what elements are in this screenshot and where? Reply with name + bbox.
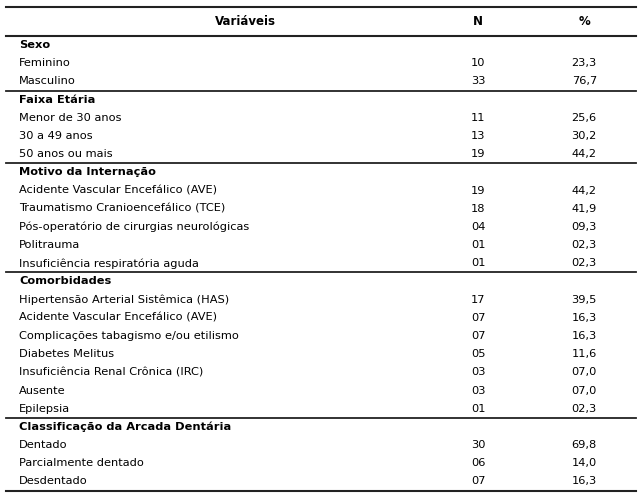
Text: 30: 30: [471, 440, 485, 450]
Text: 06: 06: [471, 458, 485, 468]
Text: Feminino: Feminino: [19, 58, 71, 68]
Text: 25,6: 25,6: [571, 113, 597, 123]
Text: Acidente Vascular Encefálico (AVE): Acidente Vascular Encefálico (AVE): [19, 185, 217, 196]
Text: N: N: [473, 15, 483, 28]
Text: 13: 13: [471, 131, 485, 141]
Text: Classificação da Arcada Dentária: Classificação da Arcada Dentária: [19, 422, 232, 432]
Text: Traumatismo Cranioencefálico (TCE): Traumatismo Cranioencefálico (TCE): [19, 204, 225, 214]
Text: Insuficiência Renal Crônica (IRC): Insuficiência Renal Crônica (IRC): [19, 367, 204, 377]
Text: Pós-operatório de cirurgias neurológicas: Pós-operatório de cirurgias neurológicas: [19, 222, 250, 232]
Text: 44,2: 44,2: [572, 185, 596, 196]
Text: 17: 17: [471, 295, 485, 305]
Text: 04: 04: [471, 222, 485, 232]
Text: 07: 07: [471, 476, 485, 487]
Text: 16,3: 16,3: [571, 331, 597, 341]
Text: Hipertensão Arterial Sistêmica (HAS): Hipertensão Arterial Sistêmica (HAS): [19, 294, 229, 305]
Text: 07: 07: [471, 313, 485, 323]
Text: 05: 05: [471, 349, 485, 359]
Text: 07,0: 07,0: [571, 386, 597, 395]
Text: 16,3: 16,3: [571, 476, 597, 487]
Text: 30 a 49 anos: 30 a 49 anos: [19, 131, 93, 141]
Text: 09,3: 09,3: [571, 222, 597, 232]
Text: Masculino: Masculino: [19, 76, 76, 86]
Text: 07,0: 07,0: [571, 367, 597, 377]
Text: Parcialmente dentado: Parcialmente dentado: [19, 458, 144, 468]
Text: 33: 33: [471, 76, 485, 86]
Text: 19: 19: [471, 185, 485, 196]
Text: Epilepsia: Epilepsia: [19, 404, 71, 414]
Text: 18: 18: [471, 204, 485, 214]
Text: Faixa Etária: Faixa Etária: [19, 95, 96, 105]
Text: Insuficiência respiratória aguda: Insuficiência respiratória aguda: [19, 258, 199, 269]
Text: Comorbidades: Comorbidades: [19, 277, 112, 286]
Text: 11,6: 11,6: [571, 349, 597, 359]
Text: 16,3: 16,3: [571, 313, 597, 323]
Text: 14,0: 14,0: [571, 458, 597, 468]
Text: Complicações tabagismo e/ou etilismo: Complicações tabagismo e/ou etilismo: [19, 331, 239, 341]
Text: 02,3: 02,3: [571, 404, 597, 414]
Text: Sexo: Sexo: [19, 40, 50, 50]
Text: 01: 01: [471, 240, 485, 250]
Text: 10: 10: [471, 58, 485, 68]
Text: 50 anos ou mais: 50 anos ou mais: [19, 149, 113, 159]
Text: 07: 07: [471, 331, 485, 341]
Text: 03: 03: [471, 386, 485, 395]
Text: 03: 03: [471, 367, 485, 377]
Text: 30,2: 30,2: [571, 131, 597, 141]
Text: 41,9: 41,9: [571, 204, 597, 214]
Text: 02,3: 02,3: [571, 240, 597, 250]
Text: 39,5: 39,5: [571, 295, 597, 305]
Text: Variáveis: Variáveis: [215, 15, 276, 28]
Text: 02,3: 02,3: [571, 258, 597, 268]
Text: 69,8: 69,8: [571, 440, 597, 450]
Text: 44,2: 44,2: [572, 149, 596, 159]
Text: Diabetes Melitus: Diabetes Melitus: [19, 349, 114, 359]
Text: Menor de 30 anos: Menor de 30 anos: [19, 113, 122, 123]
Text: Motivo da Internação: Motivo da Internação: [19, 167, 156, 177]
Text: %: %: [578, 15, 590, 28]
Text: Ausente: Ausente: [19, 386, 66, 395]
Text: Politrauma: Politrauma: [19, 240, 80, 250]
Text: Desdentado: Desdentado: [19, 476, 88, 487]
Text: Dentado: Dentado: [19, 440, 68, 450]
Text: Acidente Vascular Encefálico (AVE): Acidente Vascular Encefálico (AVE): [19, 313, 217, 323]
Text: 76,7: 76,7: [571, 76, 597, 86]
Text: 23,3: 23,3: [571, 58, 597, 68]
Text: 11: 11: [471, 113, 485, 123]
Text: 01: 01: [471, 404, 485, 414]
Text: 19: 19: [471, 149, 485, 159]
Text: 01: 01: [471, 258, 485, 268]
